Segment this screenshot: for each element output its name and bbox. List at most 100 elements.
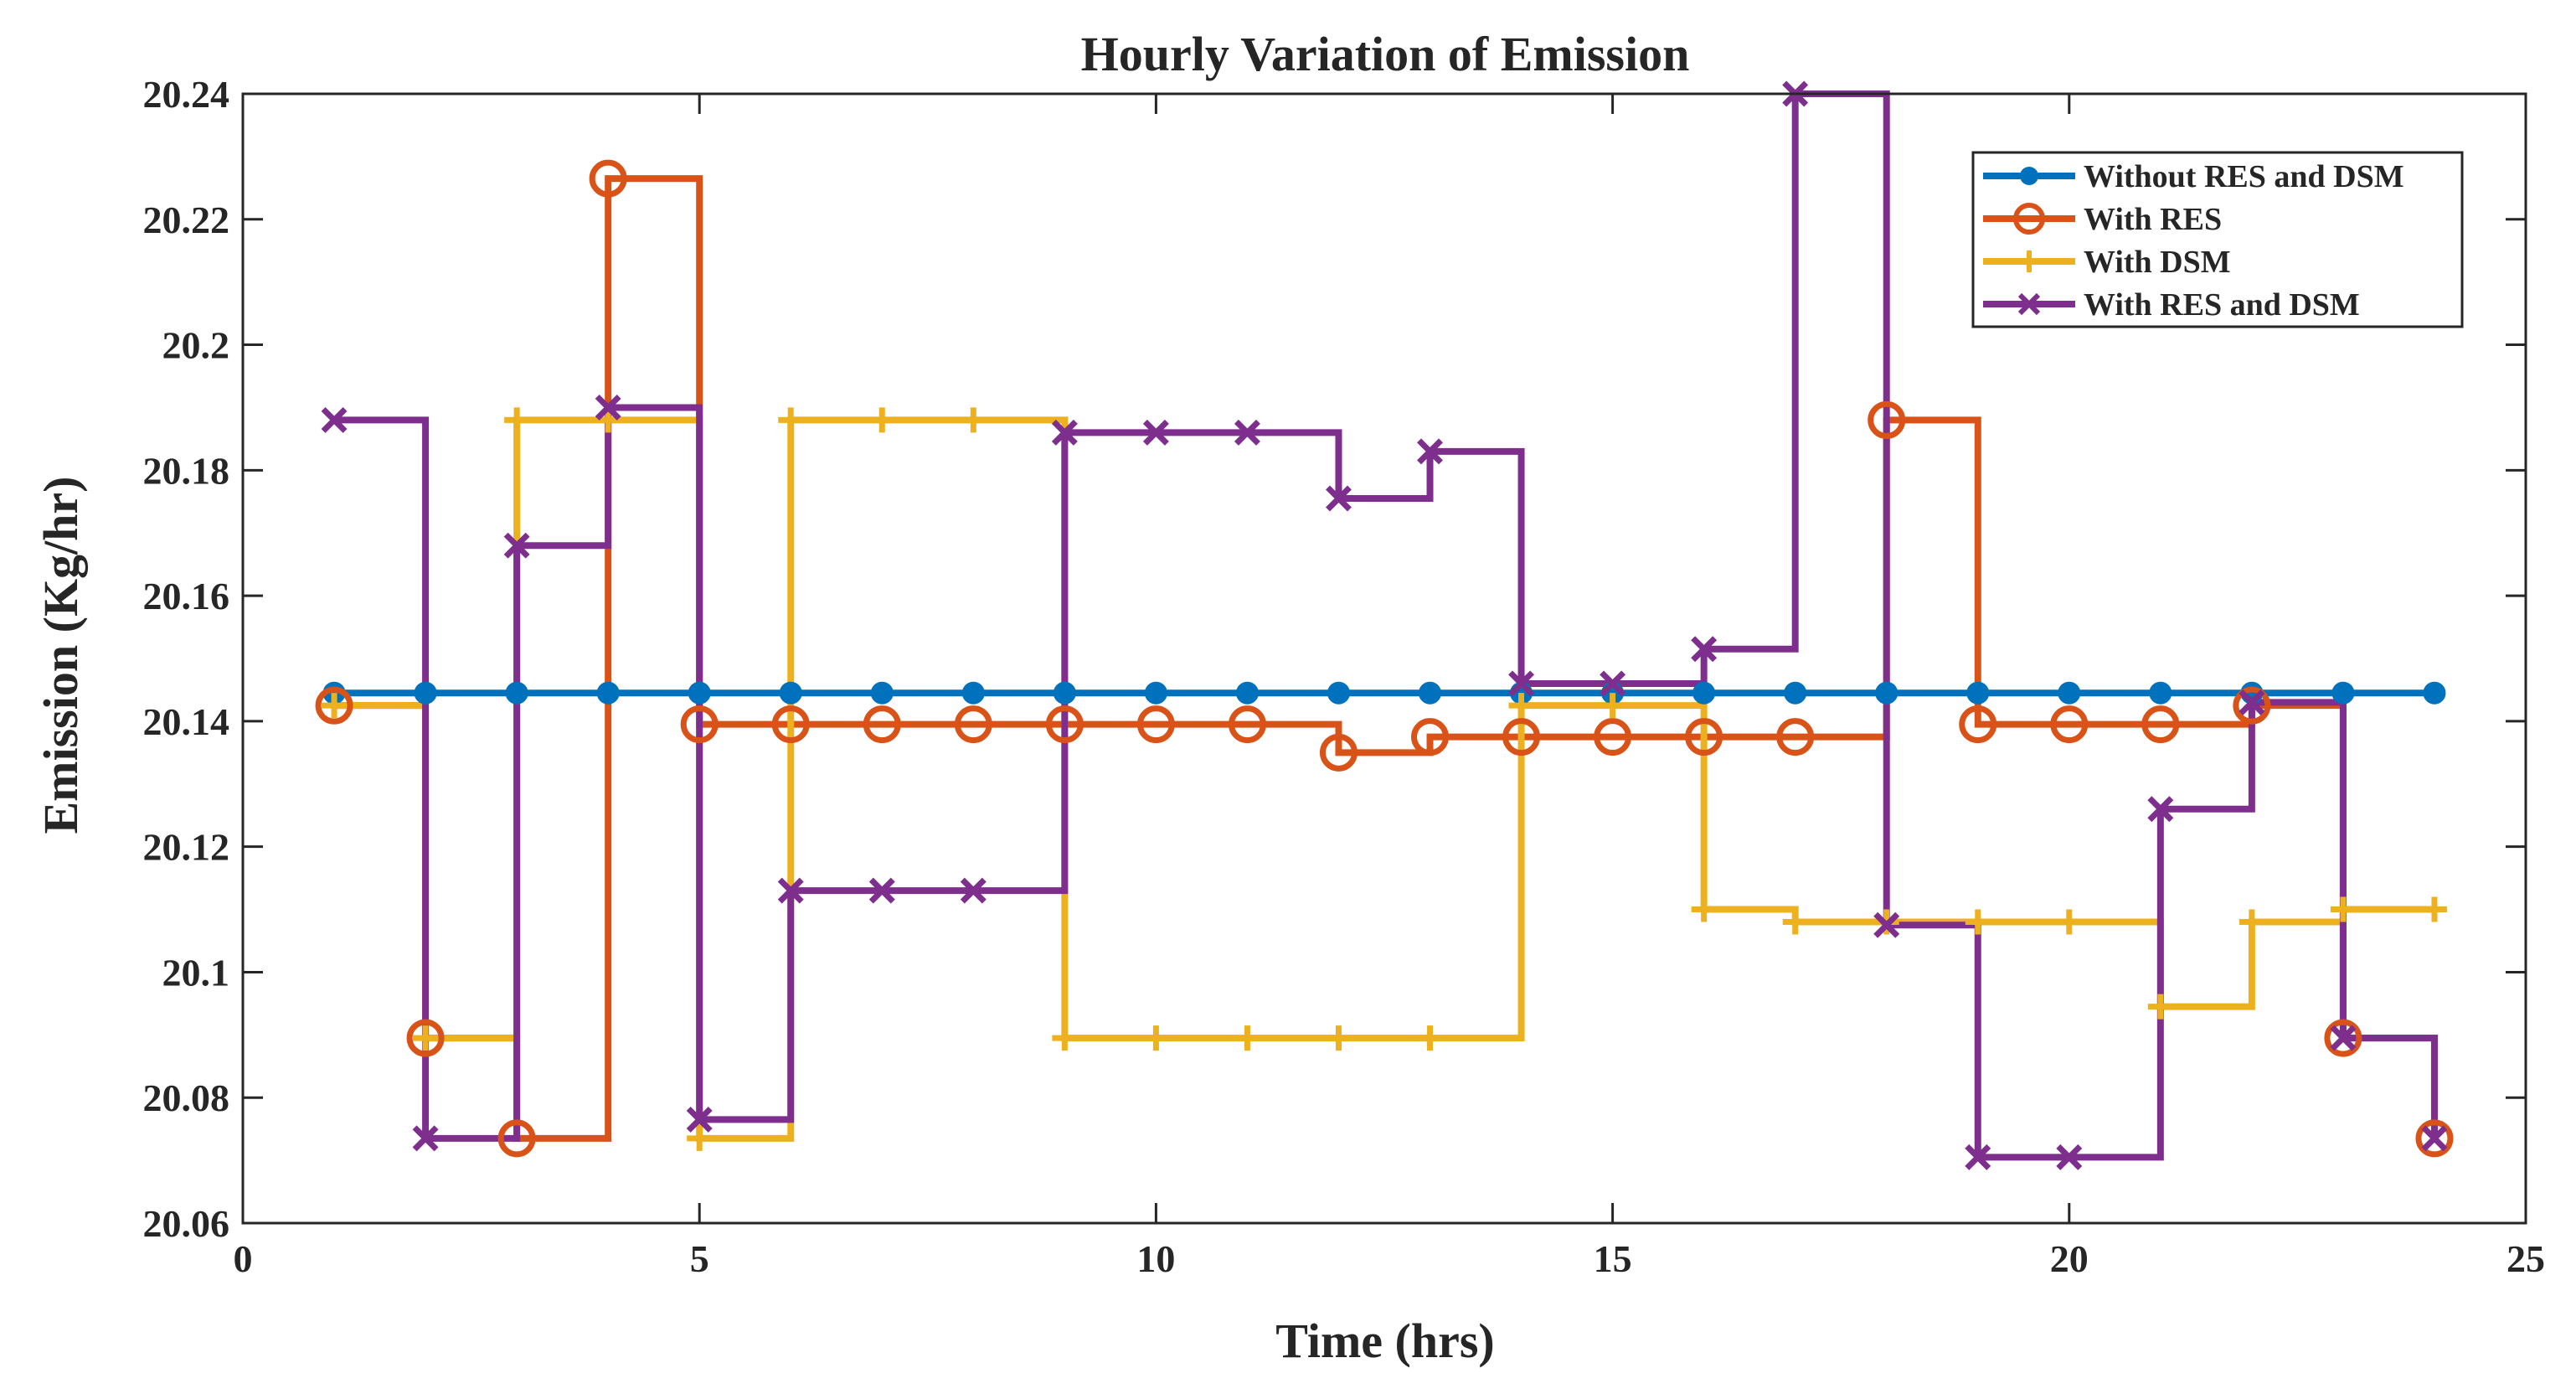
data-point-with-res-9 (1045, 705, 1084, 744)
data-point-with-dsm-23 (2330, 896, 2356, 922)
data-point-with-res-and-dsm-3 (503, 532, 530, 559)
y-tick-label: 20.08 (143, 1076, 230, 1119)
legend-label-with-dsm: With DSM (2084, 245, 2231, 280)
data-point-without-res-and-dsm-9 (1053, 681, 1076, 705)
data-point-with-res-and-dsm-21 (2147, 796, 2174, 823)
data-point-with-res-14 (1502, 718, 1541, 756)
data-point-without-res-and-dsm-16 (1692, 681, 1716, 705)
data-point-with-res-12 (1319, 733, 1358, 772)
data-point-with-res-19 (1959, 705, 1997, 744)
data-point-with-res-and-dsm-1 (321, 406, 348, 433)
data-point-with-res-7 (863, 705, 901, 744)
legend-marker-without-res-and-dsm (2020, 167, 2038, 185)
data-point-with-dsm-19 (1965, 909, 1991, 935)
data-point-without-res-and-dsm-17 (1784, 681, 1807, 705)
data-point-without-res-and-dsm-24 (2423, 681, 2446, 705)
data-point-with-dsm-22 (2239, 909, 2264, 935)
data-point-with-res-18 (1868, 400, 1906, 439)
data-point-with-res-1 (315, 686, 353, 725)
y-tick-label: 20.1 (162, 951, 230, 994)
y-tick-label: 20.2 (162, 324, 230, 367)
data-point-with-dsm-2 (413, 1025, 439, 1051)
data-point-with-res-and-dsm-8 (960, 877, 987, 904)
data-point-with-res-and-dsm-24 (2421, 1125, 2448, 1152)
x-tick-label: 20 (2050, 1237, 2089, 1280)
data-point-without-res-and-dsm-4 (596, 681, 620, 705)
data-point-with-res-24 (2415, 1119, 2454, 1158)
data-point-with-res-16 (1685, 718, 1723, 756)
y-tick-label: 20.14 (143, 700, 230, 743)
data-point-without-res-and-dsm-3 (505, 681, 528, 705)
data-point-with-dsm-13 (1417, 1025, 1443, 1051)
data-point-without-res-and-dsm-7 (870, 681, 894, 705)
y-tick-label: 20.16 (143, 575, 230, 617)
legend-marker-with-dsm (2018, 250, 2040, 272)
data-point-with-res-15 (1594, 718, 1632, 756)
data-point-with-dsm-16 (1691, 896, 1717, 922)
y-axis-title: Emission (Kg/hr) (33, 477, 88, 834)
data-point-with-res-and-dsm-4 (595, 394, 621, 421)
x-tick-label: 0 (234, 1237, 253, 1280)
x-tick-label: 10 (1136, 1237, 1175, 1280)
data-point-with-res-6 (771, 705, 810, 744)
data-point-with-dsm-6 (778, 407, 804, 433)
data-point-with-res-11 (1228, 705, 1266, 744)
data-point-with-res-and-dsm-18 (1873, 911, 1900, 938)
data-point-with-dsm-9 (1052, 1025, 1078, 1051)
y-tick-label: 20.24 (143, 73, 230, 116)
data-point-without-res-and-dsm-18 (1875, 681, 1899, 705)
data-point-with-res-17 (1776, 718, 1815, 756)
legend-marker-with-res (2013, 203, 2045, 235)
data-point-with-res-and-dsm-13 (1417, 438, 1443, 465)
data-point-with-res-10 (1136, 705, 1175, 744)
data-point-with-dsm-11 (1234, 1025, 1260, 1051)
x-tick-label: 15 (1594, 1237, 1632, 1280)
legend: Without RES and DSM With RES With DSM With … (1971, 151, 2464, 328)
data-point-with-dsm-4 (595, 407, 621, 433)
data-point-with-res-3 (497, 1119, 536, 1158)
data-point-with-res-and-dsm-15 (1600, 670, 1626, 697)
data-point-with-res-and-dsm-16 (1691, 636, 1718, 663)
data-point-with-res-and-dsm-22 (2239, 689, 2265, 715)
data-point-without-res-and-dsm-13 (1419, 681, 1442, 705)
data-point-with-res-and-dsm-11 (1234, 419, 1260, 446)
data-point-with-res-and-dsm-12 (1326, 485, 1352, 512)
data-point-without-res-and-dsm-20 (2058, 681, 2081, 705)
data-point-with-res-4 (589, 159, 627, 198)
data-point-with-dsm-14 (1508, 693, 1534, 719)
data-point-without-res-and-dsm-11 (1235, 681, 1259, 705)
data-point-with-res-23 (2324, 1019, 2362, 1057)
data-point-with-dsm-1 (322, 693, 348, 719)
y-tick-label: 20.12 (143, 826, 230, 869)
data-point-with-res-21 (2141, 705, 2180, 744)
x-tick-label: 5 (690, 1237, 709, 1280)
data-point-with-dsm-20 (2056, 909, 2082, 935)
data-point-without-res-and-dsm-10 (1144, 681, 1167, 705)
data-point-with-dsm-8 (961, 407, 987, 433)
data-point-with-res-and-dsm-2 (412, 1125, 439, 1152)
data-point-without-res-and-dsm-19 (1966, 681, 1990, 705)
data-point-with-res-8 (954, 705, 992, 744)
data-point-with-res-2 (406, 1019, 445, 1057)
data-point-without-res-and-dsm-5 (688, 681, 711, 705)
y-tick-label: 20.18 (143, 449, 230, 492)
data-point-without-res-and-dsm-12 (1327, 681, 1350, 705)
data-point-with-res-5 (680, 705, 719, 744)
data-point-with-dsm-21 (2147, 994, 2173, 1020)
y-tick-label: 20.06 (143, 1202, 230, 1245)
data-point-with-res-and-dsm-9 (1051, 419, 1078, 446)
x-axis-title: Time (hrs) (1275, 1314, 1495, 1368)
data-point-with-res-and-dsm-6 (777, 877, 804, 904)
x-tick-label: 25 (2506, 1237, 2545, 1280)
data-point-without-res-and-dsm-2 (414, 681, 437, 705)
data-point-with-res-and-dsm-23 (2330, 1025, 2357, 1051)
data-point-with-dsm-15 (1600, 693, 1625, 719)
data-point-without-res-and-dsm-23 (2331, 681, 2355, 705)
data-point-with-res-and-dsm-10 (1142, 419, 1169, 446)
series-markers (315, 80, 2454, 1170)
data-point-with-dsm-5 (687, 1125, 713, 1151)
data-point-without-res-and-dsm-21 (2149, 681, 2172, 705)
data-point-without-res-and-dsm-6 (779, 681, 802, 705)
